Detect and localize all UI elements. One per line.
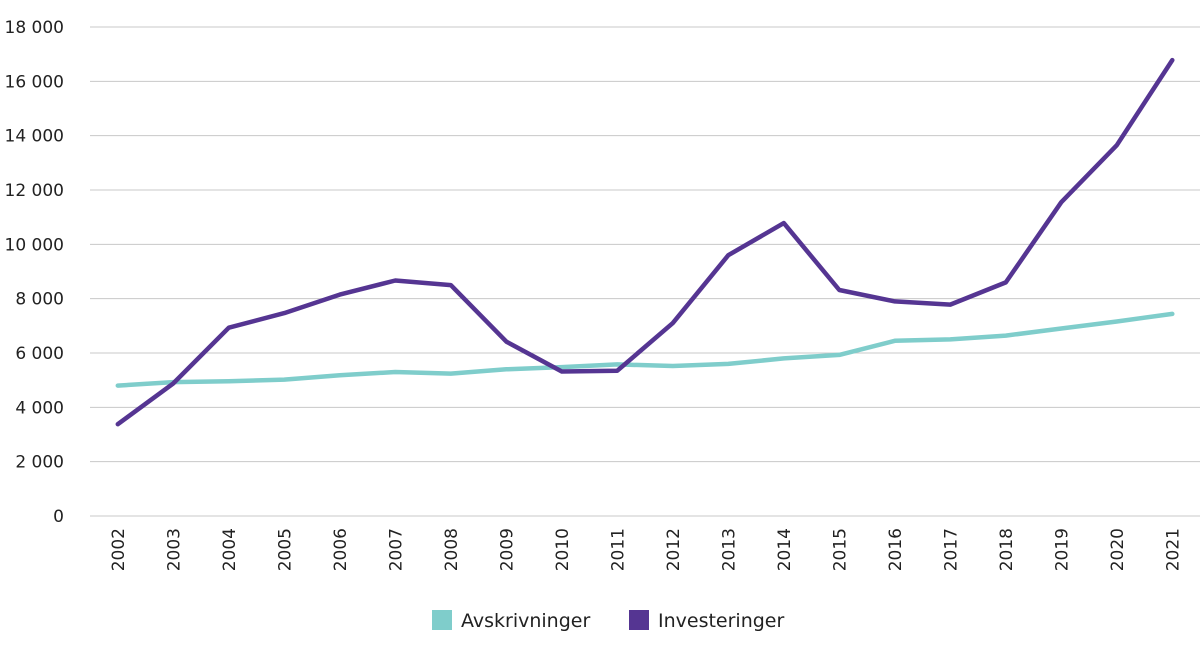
x-tick-label: 2005 (275, 528, 295, 571)
legend-swatch-investeringer (629, 610, 649, 630)
x-tick-label: 2003 (164, 528, 184, 571)
legend-label-avskrivninger: Avskrivninger (461, 610, 590, 632)
x-tick-label: 2009 (497, 528, 517, 571)
x-tick-label: 2020 (1108, 528, 1128, 571)
gridlines (90, 26, 1200, 517)
x-tick-label: 2018 (997, 528, 1017, 571)
x-tick-label: 2013 (719, 528, 739, 571)
y-tick-label: 12 000 (5, 181, 64, 201)
x-tick-label: 2014 (775, 528, 795, 571)
legend-label-investeringer: Investeringer (658, 610, 784, 632)
y-tick-label: 18 000 (5, 18, 64, 38)
x-tick-label: 2006 (331, 528, 351, 571)
x-tick-label: 2016 (886, 528, 906, 571)
y-tick-label: 2 000 (15, 453, 64, 473)
legend: Avskrivninger Investeringer (432, 610, 784, 632)
x-tick-label: 2007 (386, 528, 406, 571)
y-tick-label: 10 000 (5, 235, 64, 255)
legend-swatch-avskrivninger (432, 610, 452, 630)
y-tick-label: 0 (53, 507, 64, 527)
x-tick-label: 2004 (220, 528, 240, 571)
series-line-investeringer (115, 57, 1175, 427)
x-tick-label: 2017 (941, 528, 961, 571)
x-tick-label: 2011 (608, 528, 628, 571)
y-tick-label: 6 000 (15, 344, 64, 364)
x-tick-label: 2008 (442, 528, 462, 571)
x-tick-label: 2015 (830, 528, 850, 571)
legend-item-investeringer: Investeringer (629, 610, 784, 632)
x-tick-label: 2021 (1163, 528, 1183, 571)
y-tick-label: 8 000 (15, 290, 64, 310)
y-axis-tick-labels: 0 2 000 4 000 6 000 8 000 10 000 12 000 14 000 1… (5, 18, 64, 527)
x-axis-tick-labels: 2002 2003 2004 2005 2006 2007 2008 2009 2010 2011… (109, 528, 1184, 571)
x-tick-label: 2012 (664, 528, 684, 571)
series-lines (115, 57, 1175, 427)
x-tick-label: 2010 (553, 528, 573, 571)
x-tick-label: 2002 (109, 528, 129, 571)
y-tick-label: 4 000 (15, 398, 64, 418)
series-line-avskrivninger (115, 311, 1175, 388)
x-tick-label: 2019 (1052, 528, 1072, 571)
y-tick-label: 16 000 (5, 72, 64, 92)
y-tick-label: 14 000 (5, 127, 64, 147)
legend-item-avskrivninger: Avskrivninger (432, 610, 590, 632)
